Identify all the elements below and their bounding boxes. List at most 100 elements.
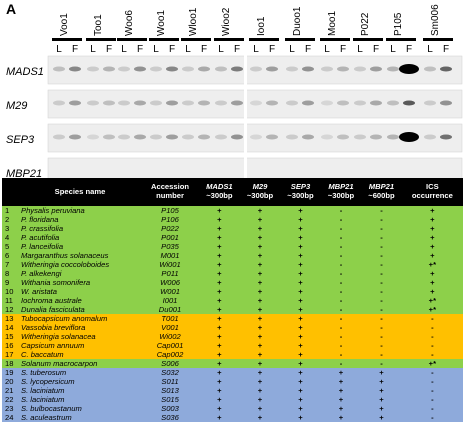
cell-m29: + (239, 287, 281, 296)
cell-m29: + (239, 368, 281, 377)
table-row: 1 Physalis peruviana P105 + + + - - + (2, 206, 463, 215)
lane-sub-label: L (390, 44, 396, 55)
cell-ics: + (401, 278, 463, 287)
lane-bar (214, 38, 244, 41)
gel-band (53, 66, 65, 72)
cell-mads1: + (199, 377, 240, 386)
cell-species: P. lanceifolia (19, 242, 141, 251)
cell-acc: V001 (141, 323, 199, 332)
gel-band (103, 134, 115, 140)
lane-bar (423, 38, 453, 41)
cell-species: P. crassifolia (19, 224, 141, 233)
cell-species: Solanum macrocarpon (19, 359, 141, 368)
cell-n: 3 (2, 224, 19, 233)
cell-n: 18 (2, 359, 19, 368)
gel-band (286, 100, 298, 106)
cell-mads1: + (199, 341, 240, 350)
cell-acc: P035 (141, 242, 199, 251)
gel-row-background (47, 157, 463, 178)
cell-acc: W006 (141, 278, 199, 287)
lane-sub-label: L (357, 44, 363, 55)
cell-sep3: + (280, 269, 321, 278)
gel-band (302, 100, 314, 106)
gel-band (118, 134, 130, 140)
cell-m29: + (239, 386, 281, 395)
cell-n: 5 (2, 242, 19, 251)
lane-bar (181, 38, 211, 41)
cell-n: 4 (2, 233, 19, 242)
cell-sep3: + (280, 350, 321, 359)
gel-band (69, 100, 81, 106)
cell-m29: + (239, 278, 281, 287)
cell-m29: + (239, 215, 281, 224)
cell-mbp21a: - (320, 314, 362, 323)
cell-n: 11 (2, 296, 19, 305)
lane-sub-label: L (253, 44, 259, 55)
table-row: 13 Tubocapsicum anomalum T001 + + + - - - (2, 314, 463, 323)
lane-bar (285, 38, 315, 41)
cell-mbp21a: - (320, 251, 362, 260)
gel-band (134, 66, 146, 72)
cell-mads1: + (199, 413, 240, 422)
cell-sep3: + (280, 395, 321, 404)
cell-mbp21b: - (361, 305, 402, 314)
cell-mbp21b: - (361, 251, 402, 260)
cell-m29: + (239, 233, 281, 242)
gel-band (354, 100, 366, 106)
lane-sub-label: L (121, 44, 127, 55)
cell-mbp21a: - (320, 242, 362, 251)
cell-mbp21a: - (320, 350, 362, 359)
gene-row-label: M29 (6, 100, 27, 112)
lane-sub-label: L (185, 44, 191, 55)
gel-band (387, 66, 399, 72)
lane-sub-label: L (56, 44, 62, 55)
cell-n: 8 (2, 269, 19, 278)
gene-row-label: MBP21 (6, 168, 42, 178)
cell-species: P. acutifolia (19, 233, 141, 242)
cell-mads1: + (199, 251, 240, 260)
gene-row-label: MADS1 (6, 66, 44, 78)
table-row: 12 Dunalia fasciculata Du001 + + + - - +* (2, 305, 463, 314)
gel-band (87, 66, 99, 72)
cell-acc: Wi001 (141, 260, 199, 269)
cell-sep3: + (280, 206, 321, 215)
gel-band (231, 100, 243, 106)
lane-group-label: Sm006 (430, 4, 441, 36)
lane-group-label: P105 (393, 12, 404, 36)
cell-acc: P001 (141, 233, 199, 242)
gel-band (118, 100, 130, 106)
cell-m29: + (239, 314, 281, 323)
cell-m29: + (239, 323, 281, 332)
table-row: 6 Margaranthus solanaceus M001 + + + - - + (2, 251, 463, 260)
cell-acc: P106 (141, 215, 199, 224)
cell-mads1: + (199, 332, 240, 341)
cell-sep3: + (280, 332, 321, 341)
lane-sub-label: F (234, 44, 240, 55)
cell-mads1: + (199, 305, 240, 314)
header-sep3-size: ~300bp (287, 191, 314, 200)
cell-acc: Cap001 (141, 341, 199, 350)
cell-mbp21b: - (361, 341, 402, 350)
cell-mads1: + (199, 296, 240, 305)
header-m29: M29 ~300bp (239, 178, 281, 206)
cell-species: Dunalia fasciculata (19, 305, 141, 314)
cell-mbp21b: - (361, 233, 402, 242)
cell-sep3: + (280, 314, 321, 323)
gel-band (337, 66, 349, 72)
cell-sep3: + (280, 404, 321, 413)
lane-group-label: Too1 (93, 14, 104, 36)
cell-mbp21b: - (361, 242, 402, 251)
table-row: 14 Vassobia breviflora V001 + + + - - - (2, 323, 463, 332)
gel-band (150, 100, 162, 106)
lane-sub-label: L (90, 44, 96, 55)
cell-mbp21a: - (320, 215, 362, 224)
cell-m29: + (239, 296, 281, 305)
cell-mbp21b: + (361, 386, 402, 395)
lane-bar (52, 38, 82, 41)
cell-mbp21a: + (320, 368, 362, 377)
cell-acc: S015 (141, 395, 199, 404)
cell-mads1: + (199, 395, 240, 404)
header-species: Species name (19, 178, 141, 206)
lane-sub-label: F (72, 44, 78, 55)
